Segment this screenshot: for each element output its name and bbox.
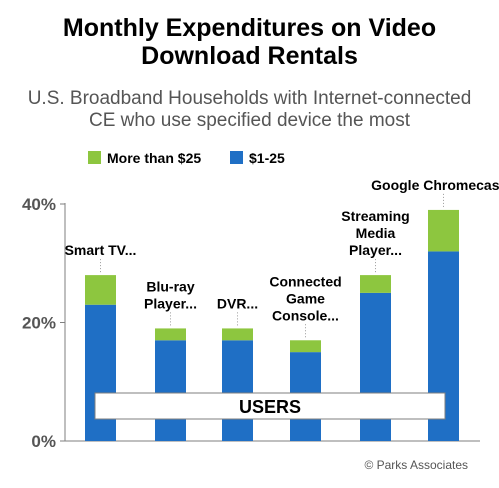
users-banner: USERS: [94, 392, 446, 420]
legend-label: $1-25: [249, 150, 285, 166]
bar-segment: [155, 328, 186, 341]
bar-segment: [222, 328, 253, 341]
bar-segment: [222, 340, 253, 441]
category-label: Console...: [272, 307, 339, 323]
chart-title: Monthly Expenditures on Video Download R…: [0, 14, 499, 70]
category-label: Media: [356, 225, 396, 241]
bar-segment: [428, 209, 459, 252]
chart-title-line-2: Download Rentals: [141, 42, 358, 70]
bar-segment: [85, 275, 116, 305]
users-banner-label: USERS: [239, 397, 301, 417]
legend-swatch: [88, 151, 101, 164]
bar-segment: [360, 275, 391, 293]
legend-swatch: [230, 151, 243, 164]
legend: More than $25 $1-25: [88, 150, 285, 166]
bar-segment: [85, 304, 116, 441]
y-tick-label: 0%: [31, 432, 56, 451]
bars: [85, 209, 459, 441]
chart-subtitle-line-1: U.S. Broadband Households with Internet-…: [27, 88, 472, 109]
category-label: Game: [286, 290, 325, 306]
category-label: DVR...: [217, 295, 258, 311]
users-banner-box: [94, 392, 446, 420]
legend-label: More than $25: [107, 150, 201, 166]
category-label: Streaming: [341, 208, 409, 224]
category-label: Blu-ray: [146, 278, 194, 294]
chart-title-line-1: Monthly Expenditures on Video: [62, 14, 437, 42]
chart-subtitle-line-2: CE who use specified device the most: [88, 110, 411, 131]
category-label: Smart TV...: [65, 242, 137, 258]
chart-subtitle: U.S. Broadband Households with Internet-…: [0, 88, 499, 132]
category-label: Player...: [144, 295, 197, 311]
category-label: Google Chromecast...: [371, 177, 499, 193]
bar-segment: [155, 340, 186, 441]
category-label: Connected: [269, 273, 341, 289]
y-axis-ticks: 0% 20% 40%: [22, 195, 65, 451]
category-label: Player...: [349, 242, 402, 258]
y-tick-label: 40%: [22, 195, 56, 214]
copyright-text: © Parks Associates: [364, 458, 468, 472]
y-tick-label: 20%: [22, 314, 56, 333]
bar-segment: [290, 340, 321, 353]
